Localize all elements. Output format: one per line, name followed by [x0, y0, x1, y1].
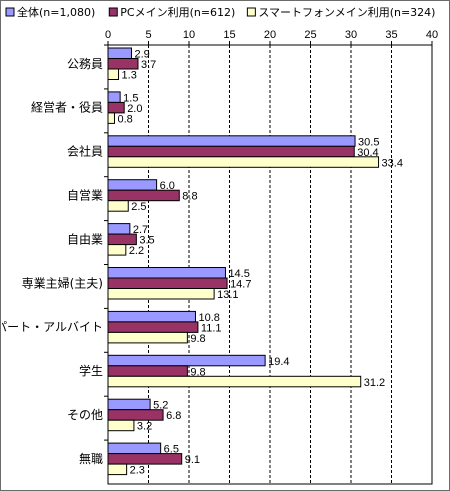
bar-s2-c10: [107, 453, 183, 465]
category-label-2: 経営者・役員: [31, 100, 103, 115]
data-label-s2-c4: 8.8: [182, 191, 197, 203]
data-label-s1-c2: 1.5: [123, 92, 138, 104]
data-label-s1-c1: 2.9: [134, 49, 149, 61]
data-label-s1-c3: 30.5: [358, 136, 379, 148]
x-tick-label-10: 10: [183, 29, 195, 41]
bar-s2-c7: [107, 321, 199, 333]
bar-s1-c4: [107, 179, 158, 191]
x-tick-label-30: 30: [345, 29, 357, 41]
bar-s2-c6: [107, 277, 228, 289]
data-label-s3-c2: 0.8: [117, 113, 132, 125]
data-label-s2-c3: 30.4: [357, 147, 378, 159]
x-tick-label-5: 5: [145, 29, 151, 41]
bar-s3-c6: [107, 288, 215, 300]
data-label-s2-c2: 2.0: [127, 103, 142, 115]
category-label-3: 会社員: [67, 144, 103, 159]
data-label-s2-c9: 6.8: [166, 410, 181, 422]
category-label-5: 自由業: [67, 232, 103, 246]
legend-label-3: スマートフォンメイン利用(n=324): [258, 6, 435, 19]
bar-s3-c5: [107, 244, 127, 256]
category-label-4: 自営業: [67, 188, 103, 202]
bar-s3-c3: [107, 156, 380, 168]
legend-label-1: 全体(n=1,080): [17, 5, 95, 19]
category-label-7: パート・アルバイト: [0, 320, 103, 334]
bar-s3-c4: [107, 200, 129, 212]
data-label-s3-c9: 3.2: [137, 421, 152, 433]
category-label-8: 学生: [79, 363, 103, 378]
bar-s2-c1: [107, 58, 139, 70]
bar-s3-c10: [107, 463, 128, 476]
data-label-s3-c7: 9.8: [190, 333, 205, 345]
x-tick-label-20: 20: [264, 29, 276, 41]
category-label-9: その他: [67, 408, 103, 422]
category-label-10: 無職: [79, 451, 103, 466]
data-label-s2-c6: 14.7: [230, 279, 251, 291]
data-label-s2-c1: 3.7: [141, 59, 156, 71]
data-label-s1-c9: 5.2: [153, 400, 168, 412]
bar-s1-c6: [107, 267, 226, 279]
data-label-s3-c8: 31.2: [364, 377, 385, 389]
data-label-s1-c6: 14.5: [228, 268, 249, 280]
legend-swatch-3: [246, 7, 256, 17]
data-label-s2-c5: 3.5: [139, 235, 154, 247]
bar-s3-c1: [107, 68, 120, 80]
legend-label-2: PCメイン利用(n=612): [120, 6, 235, 19]
bar-s2-c5: [107, 233, 137, 246]
bar-s3-c7: [107, 331, 188, 344]
data-label-s1-c8: 19.4: [268, 356, 289, 368]
data-label-s1-c7: 10.8: [198, 312, 219, 324]
data-label-s1-c5: 2.7: [133, 224, 148, 236]
category-label-6: 専業主婦(主夫): [22, 275, 103, 290]
data-label-s2-c8: 9.8: [190, 366, 205, 378]
data-label-s1-c4: 6.0: [160, 180, 175, 192]
legend-swatch-2: [108, 7, 118, 17]
bar-s3-c9: [107, 419, 135, 432]
bar-s1-c5: [107, 223, 131, 235]
data-label-s2-c10: 9.1: [185, 454, 200, 466]
bar-s2-c3: [107, 145, 355, 158]
x-tick-label-0: 0: [105, 29, 111, 41]
category-label-1: 公務員: [67, 57, 103, 71]
data-label-s3-c4: 2.5: [131, 201, 146, 213]
bar-s2-c2: [107, 101, 125, 114]
bar-s2-c4: [107, 189, 180, 202]
bar-s1-c3: [107, 135, 356, 147]
legend-swatch-1: [5, 7, 15, 17]
data-label-s2-c7: 11.1: [201, 322, 222, 334]
data-label-s3-c6: 13.1: [217, 289, 238, 301]
x-tick-label-40: 40: [426, 29, 438, 41]
bar-s1-c1: [107, 47, 132, 59]
bar-s1-c8: [107, 354, 266, 367]
x-tick-label-35: 35: [385, 29, 397, 41]
data-label-s3-c5: 2.2: [129, 245, 144, 257]
data-label-s3-c10: 2.3: [130, 465, 145, 477]
bar-s2-c9: [107, 409, 164, 421]
data-label-s1-c10: 6.5: [164, 444, 179, 456]
data-label-s3-c1: 1.3: [122, 70, 137, 82]
bar-s3-c8: [107, 375, 362, 388]
bar-s1-c2: [107, 91, 121, 103]
data-label-s3-c3: 33.4: [382, 157, 403, 169]
x-tick-label-15: 15: [223, 29, 235, 41]
bar-s1-c7: [107, 310, 196, 323]
bar-s1-c9: [107, 398, 151, 411]
bar-s3-c2: [107, 112, 115, 124]
x-tick-label-25: 25: [304, 29, 316, 41]
bar-s2-c8: [107, 365, 188, 377]
bar-s1-c10: [107, 442, 162, 455]
